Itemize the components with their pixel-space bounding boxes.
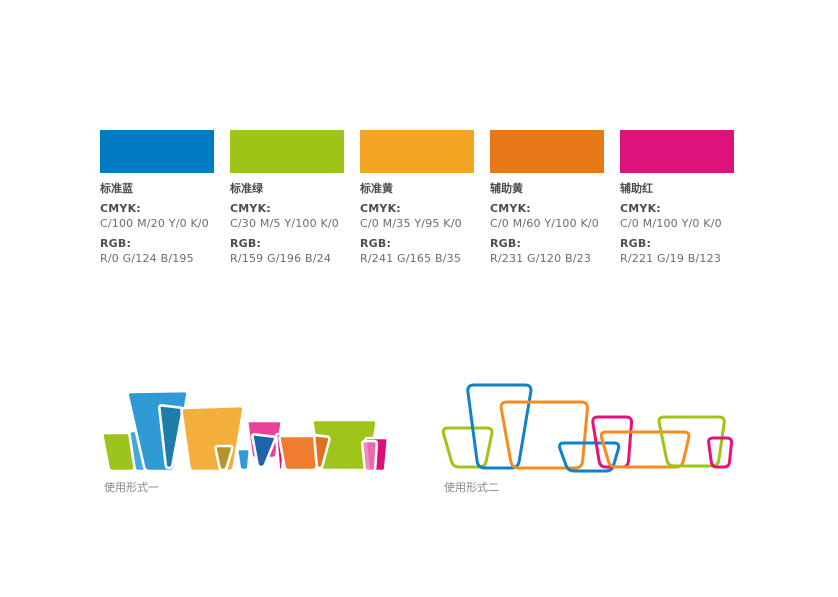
color-name: 辅助红 — [620, 182, 653, 195]
logo-usage-form-2-outline — [441, 383, 734, 473]
rgb-label: RGB: — [230, 237, 262, 250]
logo2-green-wide-outline — [657, 415, 726, 468]
logo1-yellow-shape — [180, 404, 245, 473]
cmyk-label: CMYK: — [230, 202, 271, 215]
cmyk-value: C/0 M/100 Y/0 K/0 — [620, 217, 722, 230]
color-chip-standard-green — [230, 130, 344, 173]
logo2-green-small-outline — [441, 426, 494, 469]
logo2-orange-big-outline — [499, 400, 589, 470]
logo2-pink-small-outline — [707, 436, 734, 469]
swatch-auxiliary-red: 辅助红 CMYK: C/0 M/100 Y/0 K/0 RGB: R/221 G… — [620, 130, 734, 265]
logo1-small-blue-shape — [236, 447, 252, 472]
color-swatch-row: 标准蓝 CMYK: C/100 M/20 Y/0 K/0 RGB: R/0 G/… — [100, 130, 734, 265]
swatch-standard-blue: 标准蓝 CMYK: C/100 M/20 Y/0 K/0 RGB: R/0 G/… — [100, 130, 214, 265]
cmyk-label: CMYK: — [100, 202, 141, 215]
logo2-pink-medium-outline — [591, 415, 634, 469]
rgb-label: RGB: — [360, 237, 392, 250]
cmyk-label: CMYK: — [490, 202, 531, 215]
color-name: 辅助黄 — [490, 182, 523, 195]
cmyk-value: C/0 M/35 Y/95 K/0 — [360, 217, 462, 230]
color-name: 标准蓝 — [100, 182, 133, 195]
logo2-orange-wide-outline — [599, 430, 691, 469]
cmyk-label: CMYK: — [620, 202, 661, 215]
rgb-value: R/241 G/165 B/35 — [360, 252, 462, 265]
swatch-standard-yellow: 标准黄 CMYK: C/0 M/35 Y/95 K/0 RGB: R/241 G… — [360, 130, 474, 265]
color-name: 标准黄 — [360, 182, 393, 195]
logo1-light-pink-overlay-shape — [360, 439, 379, 473]
usage-form-1-label: 使用形式一 — [104, 481, 159, 494]
logo1-navy-wedge-shape — [251, 433, 277, 469]
swatch-auxiliary-yellow: 辅助黄 CMYK: C/0 M/60 Y/100 K/0 RGB: R/231 … — [490, 130, 604, 265]
logo-usage-form-1-solid — [101, 389, 390, 473]
logo1-teal-wedge-shape — [157, 404, 184, 470]
cmyk-value: C/30 M/5 Y/100 K/0 — [230, 217, 340, 230]
cmyk-label: CMYK: — [360, 202, 401, 215]
rgb-value: R/221 G/19 B/123 — [620, 252, 722, 265]
color-name: 标准绿 — [230, 182, 263, 195]
color-chip-auxiliary-yellow — [490, 130, 604, 173]
logo1-olive-wedge-shape — [214, 444, 234, 472]
cmyk-value: C/100 M/20 Y/0 K/0 — [100, 217, 210, 230]
logo2-blue-tall-outline — [466, 383, 533, 470]
rgb-label: RGB: — [490, 237, 522, 250]
rgb-label: RGB: — [620, 237, 652, 250]
cmyk-value: C/0 M/60 Y/100 K/0 — [490, 217, 600, 230]
rgb-value: R/231 G/120 B/23 — [490, 252, 592, 265]
usage-form-2-label: 使用形式二 — [444, 481, 499, 494]
logo1-orange-wedge-shape — [312, 434, 331, 470]
color-chip-auxiliary-red — [620, 130, 734, 173]
rgb-value: R/0 G/124 B/195 — [100, 252, 194, 265]
swatch-standard-green: 标准绿 CMYK: C/30 M/5 Y/100 K/0 RGB: R/159 … — [230, 130, 344, 265]
color-chip-standard-yellow — [360, 130, 474, 173]
rgb-value: R/159 G/196 B/24 — [230, 252, 332, 265]
color-chip-standard-blue — [100, 130, 214, 173]
rgb-label: RGB: — [100, 237, 132, 250]
